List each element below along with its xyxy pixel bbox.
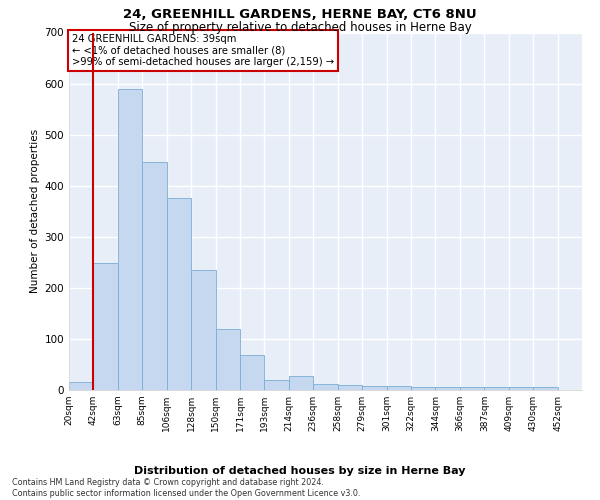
Text: Contains HM Land Registry data © Crown copyright and database right 2024.
Contai: Contains HM Land Registry data © Crown c… (12, 478, 361, 498)
Bar (167, 198, 191, 390)
Bar (484, 388, 509, 390)
Text: 24, GREENHILL GARDENS, HERNE BAY, CT6 8NU: 24, GREENHILL GARDENS, HERNE BAY, CT6 8N… (123, 8, 477, 20)
Bar (436, 388, 460, 390)
Bar (142, 162, 167, 390)
Text: 24 GREENHILL GARDENS: 39sqm
← <1% of detached houses are smaller (8)
>99% of sem: 24 GREENHILL GARDENS: 39sqm ← <1% of det… (71, 34, 334, 68)
Bar (411, 388, 436, 390)
Bar (191, 270, 215, 390)
Bar (313, 384, 338, 390)
Bar (215, 328, 240, 390)
Bar (118, 88, 142, 390)
Bar (289, 376, 313, 390)
Bar (338, 385, 362, 390)
Bar (533, 388, 557, 390)
Bar (265, 380, 289, 390)
Bar (509, 388, 533, 390)
Y-axis label: Number of detached properties: Number of detached properties (31, 129, 40, 294)
Bar (386, 386, 411, 390)
Bar (94, 264, 118, 390)
Text: Size of property relative to detached houses in Herne Bay: Size of property relative to detached ho… (128, 21, 472, 34)
Bar (460, 388, 484, 390)
Bar (69, 382, 94, 390)
Bar (240, 356, 265, 390)
Text: Distribution of detached houses by size in Herne Bay: Distribution of detached houses by size … (134, 466, 466, 476)
Bar (362, 386, 386, 390)
